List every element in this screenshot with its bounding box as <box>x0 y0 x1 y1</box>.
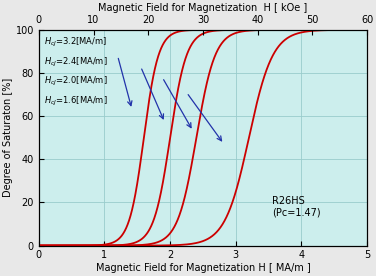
X-axis label: Magnetic Field for Magnetization  H [ kOe ]: Magnetic Field for Magnetization H [ kOe… <box>98 3 308 13</box>
X-axis label: Magnetic Field for Magnetization H [ MA/m ]: Magnetic Field for Magnetization H [ MA/… <box>96 263 310 273</box>
Text: $H_{cJ}$=3.2[MA/m]: $H_{cJ}$=3.2[MA/m] <box>44 36 107 49</box>
Text: $H_{cJ}$=1.6[MA/m]: $H_{cJ}$=1.6[MA/m] <box>44 94 108 108</box>
Y-axis label: Degree of Saturaton [%]: Degree of Saturaton [%] <box>3 78 13 197</box>
Text: $H_{cJ}$=2.4[MA/m]: $H_{cJ}$=2.4[MA/m] <box>44 56 108 69</box>
Text: R26HS
(Pc=1.47): R26HS (Pc=1.47) <box>272 196 320 217</box>
Text: $H_{cJ}$=2.0[MA/m]: $H_{cJ}$=2.0[MA/m] <box>44 75 108 88</box>
